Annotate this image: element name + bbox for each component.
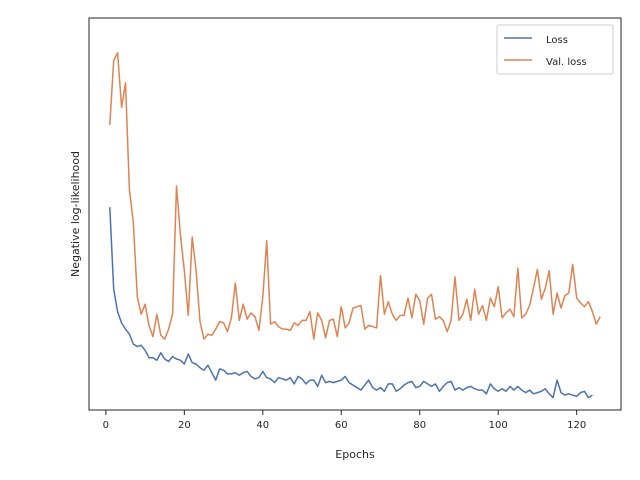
plot-area [109, 52, 601, 399]
x-tick-label: 120 [567, 420, 586, 431]
x-tick-label: 80 [413, 420, 426, 431]
x-tick-label: 60 [335, 420, 348, 431]
y-axis-label: Negative log-likelihood [69, 151, 82, 277]
x-tick-label: 100 [489, 420, 508, 431]
series-line-loss [109, 207, 593, 399]
x-tick-label: 40 [256, 420, 269, 431]
x-tick-label: 20 [178, 420, 191, 431]
series-line-val-loss [109, 52, 601, 340]
legend-label-loss: Loss [546, 35, 568, 46]
x-tick-label: 0 [103, 420, 109, 431]
x-axis-ticks: 0 20 40 60 80 100 120 [103, 410, 586, 431]
legend: Loss Val. loss [496, 24, 614, 75]
legend-label-val-loss: Val. loss [546, 57, 587, 68]
axes-frame [88, 17, 622, 411]
x-axis-label: Epochs [335, 448, 375, 461]
